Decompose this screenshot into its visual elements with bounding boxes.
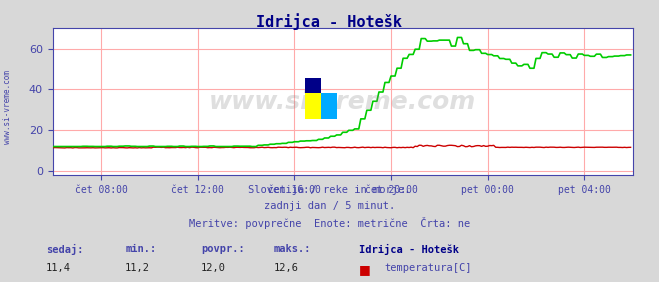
Bar <box>305 78 321 93</box>
Text: 12,0: 12,0 <box>201 263 226 273</box>
Text: Idrijca - Hotešk: Idrijca - Hotešk <box>256 13 403 30</box>
Text: 11,2: 11,2 <box>125 263 150 273</box>
Text: 12,6: 12,6 <box>273 263 299 273</box>
Text: ■: ■ <box>359 263 371 276</box>
Text: Idrijca - Hotešk: Idrijca - Hotešk <box>359 244 459 255</box>
Text: Meritve: povprečne  Enote: metrične  Črta: ne: Meritve: povprečne Enote: metrične Črta:… <box>189 217 470 229</box>
Text: Slovenija / reke in morje.: Slovenija / reke in morje. <box>248 185 411 195</box>
Bar <box>305 93 321 119</box>
Text: povpr.:: povpr.: <box>201 244 244 254</box>
Text: zadnji dan / 5 minut.: zadnji dan / 5 minut. <box>264 201 395 211</box>
Text: www.si-vreme.com: www.si-vreme.com <box>209 89 476 114</box>
Text: 11,4: 11,4 <box>46 263 71 273</box>
Text: temperatura[C]: temperatura[C] <box>384 263 472 273</box>
Text: maks.:: maks.: <box>273 244 311 254</box>
Text: min.:: min.: <box>125 244 156 254</box>
Bar <box>321 93 337 119</box>
Text: sedaj:: sedaj: <box>46 244 84 255</box>
Text: www.si-vreme.com: www.si-vreme.com <box>3 70 13 144</box>
